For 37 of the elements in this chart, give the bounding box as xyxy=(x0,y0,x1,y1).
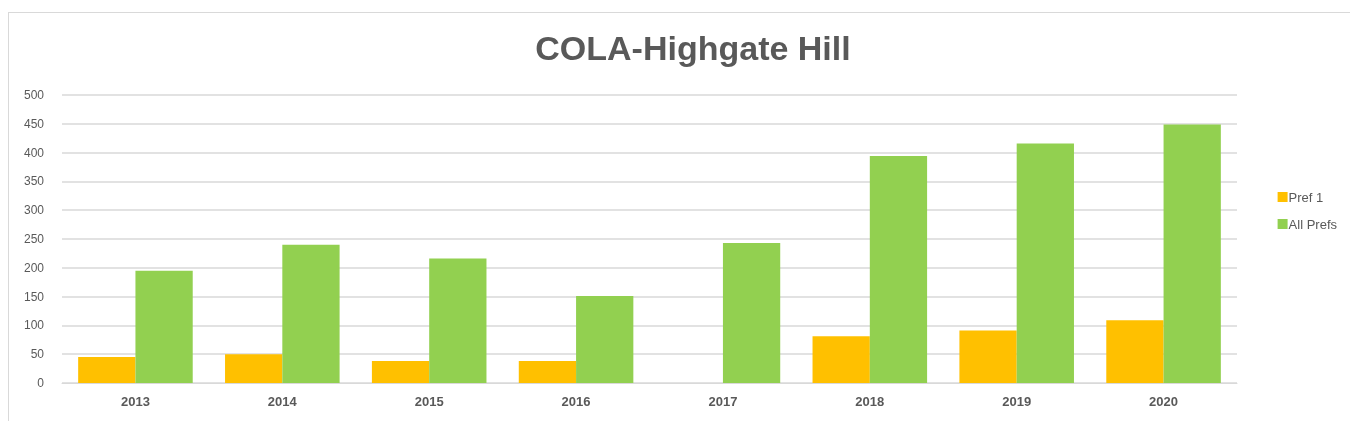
bar xyxy=(429,258,487,383)
bar xyxy=(371,361,430,383)
y-tick-label: 500 xyxy=(23,88,45,102)
bar xyxy=(722,243,781,383)
bar xyxy=(282,244,340,383)
x-tick-label: 2014 xyxy=(267,394,298,409)
bar xyxy=(812,336,870,383)
y-tick-label: 450 xyxy=(23,116,45,131)
legend-label: Pref 1 xyxy=(1288,189,1324,205)
x-tick-label: 2016 xyxy=(561,394,591,409)
x-tick-label: 2018 xyxy=(855,394,885,409)
legend-label: All Prefs xyxy=(1288,216,1338,232)
y-tick-label: 150 xyxy=(23,289,45,304)
y-tick-label: 250 xyxy=(23,232,45,246)
x-tick-label: 2013 xyxy=(120,394,150,409)
y-tick-label: 0 xyxy=(37,376,45,390)
bar xyxy=(518,361,577,383)
y-tick-label: 200 xyxy=(23,260,45,275)
x-tick-label: 2015 xyxy=(414,394,444,409)
y-tick-label: 50 xyxy=(30,347,45,362)
x-tick-label: 2017 xyxy=(708,394,738,409)
y-tick-label: 100 xyxy=(23,318,45,333)
y-tick-label: 300 xyxy=(23,203,45,218)
x-tick-label: 2019 xyxy=(1002,394,1032,409)
bar xyxy=(1106,320,1164,383)
bar xyxy=(576,296,634,383)
bar xyxy=(135,270,193,383)
y-tick-label: 350 xyxy=(23,174,45,189)
bar xyxy=(959,330,1017,383)
bar xyxy=(78,357,136,383)
chart-title: COLA-Highgate Hill xyxy=(535,29,851,67)
bar xyxy=(1163,124,1221,383)
bar xyxy=(869,156,928,383)
y-tick-label: 400 xyxy=(23,145,45,160)
bar xyxy=(225,354,283,383)
x-tick-label: 2020 xyxy=(1149,394,1179,409)
bar xyxy=(1016,143,1074,383)
